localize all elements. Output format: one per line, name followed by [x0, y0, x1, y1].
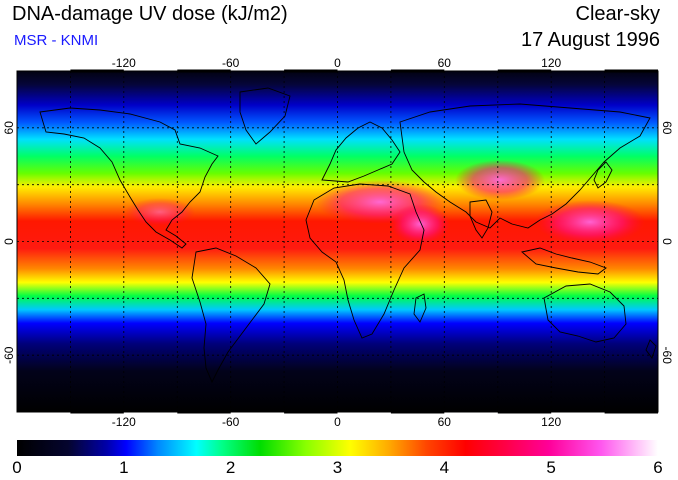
indonesia-coast	[521, 247, 607, 275]
date-label: 17 August 1996	[520, 29, 660, 51]
mexico-hotspot	[125, 198, 195, 226]
greenland-coast	[239, 87, 291, 145]
lat-label-left-60n: 60	[2, 121, 16, 135]
colorbar-label-5: 5	[546, 458, 556, 477]
map-subtitle: MSR - KNMI	[14, 32, 99, 49]
map-title: DNA-damage UV dose (kJ/m2)	[12, 3, 288, 25]
lat-label-right-0: 0	[660, 238, 674, 245]
asia-coast	[399, 103, 651, 229]
colorbar-label-2: 2	[225, 458, 236, 477]
madagascar-coast	[413, 293, 427, 323]
uv-dose-map: -120 -60 0 60 120 -120 -60 0 60 120 60 0…	[0, 52, 678, 430]
lat-label-left-60s: -60	[2, 346, 16, 364]
north-america-coast	[39, 107, 219, 249]
lon-label-top-0: 0	[334, 56, 341, 70]
new-zealand-coast	[645, 339, 657, 359]
lon-label-top-60e: 60	[438, 56, 452, 70]
west-pacific-hotspot	[535, 200, 645, 244]
lon-label-top-120e: 120	[541, 56, 561, 70]
tibet-hotspot	[455, 160, 545, 200]
japan-coast	[593, 161, 613, 189]
lon-label-top-120w: -120	[112, 56, 136, 70]
south-america-coast	[191, 247, 271, 384]
lon-label-bottom-120w: -120	[112, 415, 136, 429]
colorbar-labels: 0 1 2 3 4 5 6	[12, 458, 662, 478]
lon-label-bottom-120e: 120	[541, 415, 561, 429]
frame-ticks	[70, 69, 658, 414]
lon-label-bottom-0: 0	[334, 415, 341, 429]
coastlines	[39, 87, 657, 384]
lat-label-right-60s: -60	[660, 347, 674, 365]
arabia-hotspot	[390, 204, 450, 244]
africa-coast	[305, 183, 425, 339]
australia-coast	[543, 283, 627, 343]
colorbar-label-4: 4	[439, 458, 450, 477]
india-coast	[469, 199, 493, 239]
lat-label-right-60n: 60	[660, 121, 674, 135]
lon-label-top-60w: -60	[222, 56, 240, 70]
lat-label-left-0: 0	[2, 238, 16, 245]
sky-condition-label: Clear-sky	[575, 3, 660, 25]
colorbar-label-3: 3	[332, 458, 343, 477]
lon-label-bottom-60w: -60	[222, 415, 240, 429]
colorbar-label-0: 0	[12, 458, 22, 477]
gridlines	[17, 71, 658, 412]
colorbar	[17, 440, 658, 456]
lon-label-bottom-60e: 60	[438, 415, 452, 429]
colorbar-label-1: 1	[119, 458, 129, 477]
colorbar-label-6: 6	[653, 458, 663, 477]
